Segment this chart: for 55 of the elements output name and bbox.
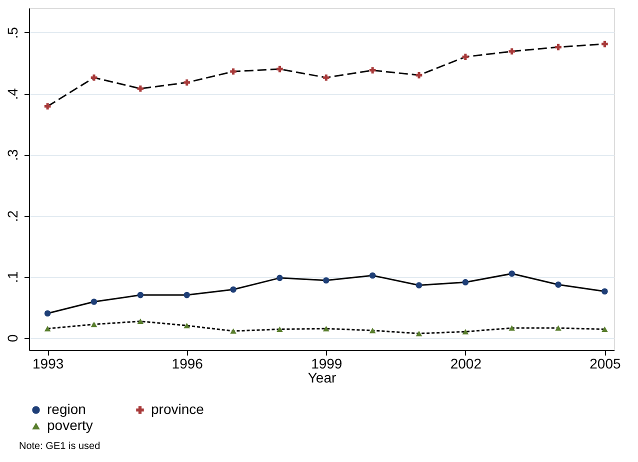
point: [602, 288, 608, 295]
point: [137, 318, 144, 324]
x-tick-label: 2002: [450, 356, 482, 372]
point: [44, 310, 51, 317]
point: [184, 79, 190, 86]
point: [322, 74, 330, 81]
point: [184, 322, 190, 328]
x-tick-label: 2005: [590, 356, 621, 372]
point: [508, 48, 516, 55]
point: [184, 292, 190, 298]
point: [369, 272, 376, 279]
point: [462, 328, 469, 334]
point: [137, 292, 144, 298]
legend-label: province: [151, 401, 204, 417]
point: [276, 66, 283, 72]
y-tick-label: 0: [4, 334, 20, 342]
point: [137, 85, 144, 92]
point: [230, 68, 236, 75]
point: [322, 277, 330, 284]
x-tick-label: 1996: [172, 356, 204, 372]
point: [555, 44, 562, 50]
point: [416, 282, 422, 288]
point: [44, 103, 51, 110]
y-tick-label: .5: [4, 26, 20, 39]
point: [462, 279, 469, 286]
point: [276, 326, 283, 332]
point: [508, 270, 516, 277]
point: [602, 40, 608, 48]
point: [416, 330, 422, 336]
legend-label: poverty: [47, 417, 93, 433]
text: Note: GE1 is used: [19, 441, 100, 452]
x-tick-label: 1999: [311, 356, 342, 372]
point: [602, 326, 608, 332]
y-tick-label: .4: [4, 88, 20, 100]
x-tick-label: 1993: [32, 356, 64, 372]
x-axis-title: Year: [308, 370, 336, 386]
point: [416, 72, 422, 78]
point: [44, 326, 51, 332]
point: [462, 54, 469, 60]
point: [369, 67, 376, 74]
point: [230, 286, 236, 293]
point: [508, 325, 516, 331]
point: [90, 74, 98, 81]
y-tick-label: .3: [4, 149, 20, 161]
point: [276, 274, 283, 282]
point: [90, 298, 98, 305]
point: [555, 325, 562, 331]
y-tick-label: .2: [4, 210, 20, 222]
point: [369, 328, 376, 334]
point: [230, 328, 236, 334]
legend-label: region: [47, 401, 86, 417]
y-tick-label: .1: [4, 271, 20, 284]
point: [322, 326, 330, 332]
point: [555, 282, 562, 288]
point: [90, 322, 98, 328]
